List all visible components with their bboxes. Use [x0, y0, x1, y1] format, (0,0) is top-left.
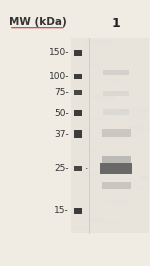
Bar	[86, 129, 94, 131]
Text: 1: 1	[112, 17, 121, 30]
Bar	[71, 38, 149, 233]
Bar	[147, 186, 150, 189]
Bar	[87, 118, 114, 120]
Bar	[133, 114, 147, 119]
Text: 15-: 15-	[54, 206, 69, 215]
Bar	[84, 218, 104, 222]
Text: MW (kDa): MW (kDa)	[9, 17, 66, 27]
Bar	[102, 182, 131, 189]
Bar	[109, 134, 137, 138]
Bar	[74, 90, 82, 95]
Bar	[114, 147, 128, 149]
Text: 37-: 37-	[54, 130, 69, 139]
Bar	[91, 103, 110, 106]
Bar	[106, 78, 120, 82]
Bar	[123, 130, 143, 135]
Bar	[93, 95, 114, 100]
Bar	[116, 165, 125, 168]
Bar	[105, 201, 128, 203]
Bar	[130, 107, 150, 113]
Bar	[100, 163, 132, 174]
Bar	[88, 146, 97, 152]
Bar	[74, 74, 82, 79]
Bar	[103, 70, 129, 75]
Text: 75-: 75-	[54, 88, 69, 97]
Bar	[131, 124, 150, 129]
Bar	[102, 156, 131, 163]
Bar	[74, 50, 82, 56]
Bar	[74, 110, 82, 116]
Bar	[74, 166, 82, 171]
Bar	[82, 174, 100, 177]
Bar	[99, 219, 121, 225]
Bar	[78, 179, 95, 181]
Bar	[129, 227, 143, 230]
Bar	[102, 129, 131, 137]
Bar	[103, 109, 129, 115]
Text: 50-: 50-	[54, 109, 69, 118]
Bar	[141, 174, 150, 181]
Bar	[74, 208, 82, 214]
Bar	[74, 130, 82, 138]
Bar	[137, 186, 150, 190]
Text: 100-: 100-	[49, 72, 69, 81]
Text: 150-: 150-	[49, 48, 69, 57]
Bar	[109, 102, 120, 104]
Bar	[85, 64, 103, 66]
Bar	[72, 225, 90, 230]
Bar	[132, 128, 150, 130]
Bar	[126, 126, 140, 128]
Bar	[86, 40, 111, 44]
Bar	[120, 109, 129, 111]
Bar	[122, 117, 148, 120]
Bar	[103, 91, 129, 96]
Text: 25-: 25-	[54, 164, 69, 173]
